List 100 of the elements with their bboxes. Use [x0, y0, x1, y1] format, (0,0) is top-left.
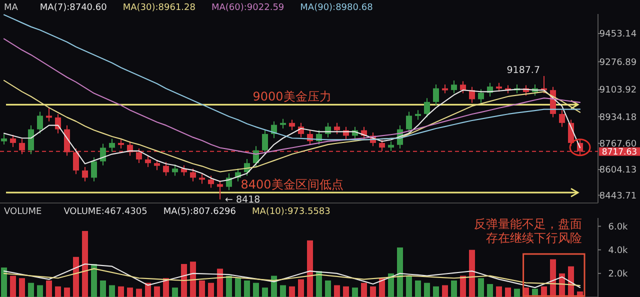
ref-line-label: 8717.63 — [602, 148, 638, 158]
bar — [64, 288, 70, 297]
bar — [235, 278, 241, 297]
bar — [460, 276, 466, 297]
bar — [82, 230, 88, 297]
bar — [397, 247, 403, 297]
text: MA — [4, 3, 19, 13]
bar — [154, 286, 160, 297]
bar — [55, 286, 61, 297]
bar — [199, 280, 205, 297]
bar — [478, 278, 484, 297]
candlestick — [82, 166, 88, 182]
text: MA(30):8961.28 — [122, 3, 196, 13]
bar — [46, 280, 52, 297]
candlestick — [190, 168, 196, 182]
text: MA(10):973.5583 — [252, 207, 330, 217]
y-tick-label: 4.0k — [608, 246, 629, 256]
candlestick — [289, 119, 295, 131]
bar — [100, 280, 106, 297]
annotation: 反弹量能不足，盘面存在继续下行风险 — [474, 217, 582, 245]
bar — [208, 282, 214, 297]
y-tick-label: 9276.89 — [599, 58, 637, 68]
bar — [370, 286, 376, 297]
y-tick-label: 2.0k — [608, 270, 629, 280]
bar — [37, 285, 43, 297]
candlestick — [460, 80, 466, 94]
candlestick — [109, 138, 115, 152]
bar — [262, 288, 268, 297]
candlestick — [559, 110, 565, 128]
candlestick — [172, 164, 178, 176]
candlestick — [154, 159, 160, 171]
candlestick — [433, 84, 439, 106]
bar — [127, 288, 133, 297]
bar — [406, 276, 412, 297]
text: MA(90):8980.68 — [300, 3, 374, 13]
candlestick — [10, 134, 16, 148]
candlestick — [415, 110, 421, 120]
bar — [91, 264, 97, 297]
candlestick — [28, 124, 34, 155]
bar — [451, 280, 457, 297]
bar — [361, 282, 367, 297]
candlestick — [163, 162, 169, 176]
bar — [145, 282, 151, 297]
candlestick — [334, 122, 340, 135]
bar — [19, 278, 25, 297]
bar — [469, 250, 475, 297]
bar — [136, 288, 142, 297]
y-tick-label: 8934.18 — [599, 112, 637, 123]
bar — [73, 256, 79, 297]
bar — [496, 286, 502, 297]
bar — [289, 286, 295, 297]
ref-line-label: 9000美金压力 — [252, 90, 332, 104]
bar — [433, 286, 439, 297]
candlestick — [226, 172, 232, 191]
candlestick — [478, 88, 484, 104]
candlestick — [100, 143, 106, 166]
bar — [1, 268, 7, 297]
text: MA(5):807.6296 — [163, 207, 236, 217]
line-series — [3, 263, 581, 288]
candlestick — [424, 98, 430, 118]
candlestick — [262, 130, 268, 155]
bar — [28, 282, 34, 297]
bar — [325, 280, 331, 297]
candlestick — [217, 180, 223, 200]
bar — [10, 276, 16, 297]
candlestick — [406, 111, 412, 134]
text: MA(7):8740.60 — [40, 3, 108, 13]
line-series — [3, 268, 581, 286]
y-tick-label: 9103.92 — [599, 86, 637, 96]
bar — [307, 240, 313, 297]
y-tick-label: 8604.13 — [599, 166, 637, 176]
candlestick — [46, 107, 52, 122]
y-tick-label: 9453.14 — [599, 30, 637, 40]
text: VOLUME:467.4305 — [64, 207, 148, 217]
candlestick — [1, 134, 7, 146]
bar — [343, 286, 349, 297]
bar — [316, 271, 322, 297]
candlestick — [55, 114, 61, 134]
candlestick — [388, 140, 394, 152]
bar — [415, 280, 421, 297]
bar — [244, 280, 250, 297]
bar — [352, 288, 358, 297]
annotation: 9187.7 — [506, 65, 540, 76]
candlestick — [208, 175, 214, 188]
candlestick — [199, 174, 205, 184]
bar — [280, 285, 286, 297]
bar — [253, 282, 259, 297]
line-series — [3, 80, 581, 172]
bar — [334, 285, 340, 297]
candlestick — [451, 80, 457, 94]
candlestick — [37, 111, 43, 134]
bar — [217, 268, 223, 297]
bar — [118, 286, 124, 297]
bar — [298, 279, 304, 297]
candlestick — [145, 155, 151, 168]
bar — [442, 285, 448, 297]
bar — [514, 288, 520, 297]
bar — [226, 276, 232, 297]
bar — [487, 284, 493, 297]
text: MA(60):9022.59 — [212, 3, 284, 13]
